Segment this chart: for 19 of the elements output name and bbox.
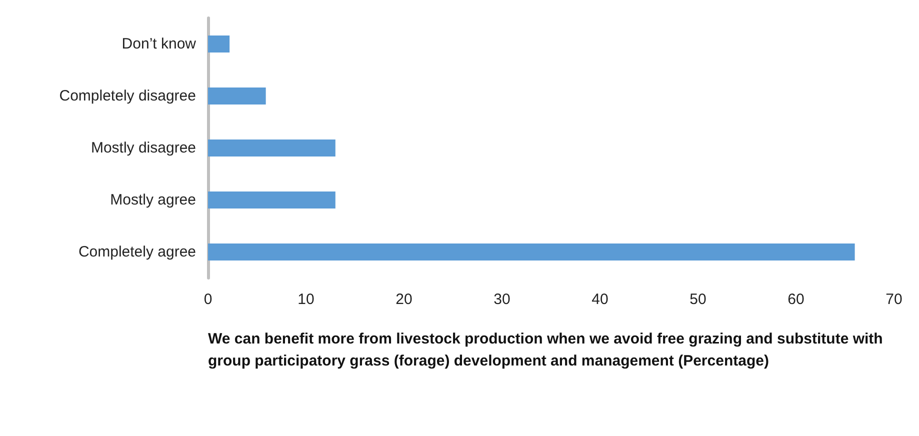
- x-tick-label: 20: [396, 291, 412, 308]
- x-tick-label: 30: [494, 291, 510, 308]
- x-tick-label: 70: [886, 291, 902, 308]
- y-tick-label: Completely disagree: [59, 88, 196, 104]
- x-tick-label: 0: [204, 291, 212, 308]
- y-tick-label: Mostly disagree: [90, 140, 196, 156]
- bar: [208, 192, 336, 208]
- x-tick-label: 60: [788, 291, 804, 308]
- x-tick-label: 40: [592, 291, 608, 308]
- bar: [208, 244, 855, 260]
- bar: [208, 88, 266, 104]
- y-tick-label: Completely agree: [78, 244, 196, 260]
- x-tick-label: 10: [298, 291, 314, 308]
- x-tick-label: 50: [690, 291, 706, 308]
- bar: [208, 36, 230, 52]
- x-axis-title: We can benefit more from livestock production when we avoid free grazing and substitute with group participatory grass (forage) development and management (Percentage): [208, 330, 887, 370]
- bar: [208, 140, 336, 156]
- y-tick-label: Mostly agree: [110, 192, 196, 208]
- y-tick-label: Don’t know: [122, 36, 196, 52]
